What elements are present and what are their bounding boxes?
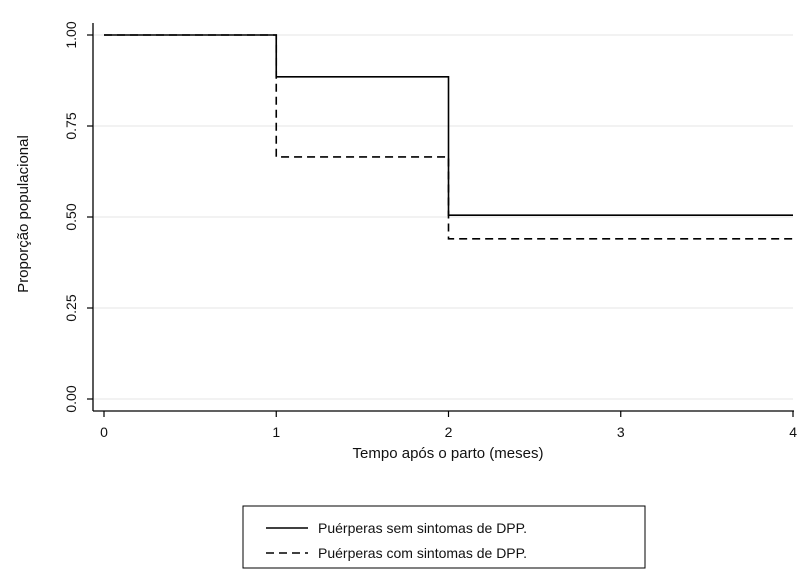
x-tick-label-3: 3 [617,424,625,440]
y-axis-title: Proporção populacional [15,135,32,293]
x-tick-label-1: 1 [272,424,280,440]
x-axis-title: Tempo após o parto (meses) [353,445,544,462]
y-tick-label-1: 0.25 [63,294,79,321]
legend-box [242,505,646,569]
y-tick-label-0: 0.00 [63,385,79,412]
x-axis-ticks: 0 1 2 3 4 [100,411,797,440]
x-tick-label-4: 4 [789,424,797,440]
y-axis-ticks: 0.00 0.25 0.50 0.75 1.00 [63,21,93,413]
series-line-1 [104,34,793,240]
x-tick-label-2: 2 [445,424,453,440]
y-tick-label-4: 1.00 [63,21,79,48]
x-tick-label-0: 0 [100,424,108,440]
legend-label-series-1: Puérperas com sintomas de DPP. [318,545,527,561]
legend-label-series-0: Puérperas sem sintomas de DPP. [318,520,527,536]
y-tick-label-2: 0.50 [63,203,79,230]
series-lines [104,34,793,240]
legend: Puérperas sem sintomas de DPP. Puérperas… [242,505,646,569]
y-tick-label-3: 0.75 [63,112,79,139]
